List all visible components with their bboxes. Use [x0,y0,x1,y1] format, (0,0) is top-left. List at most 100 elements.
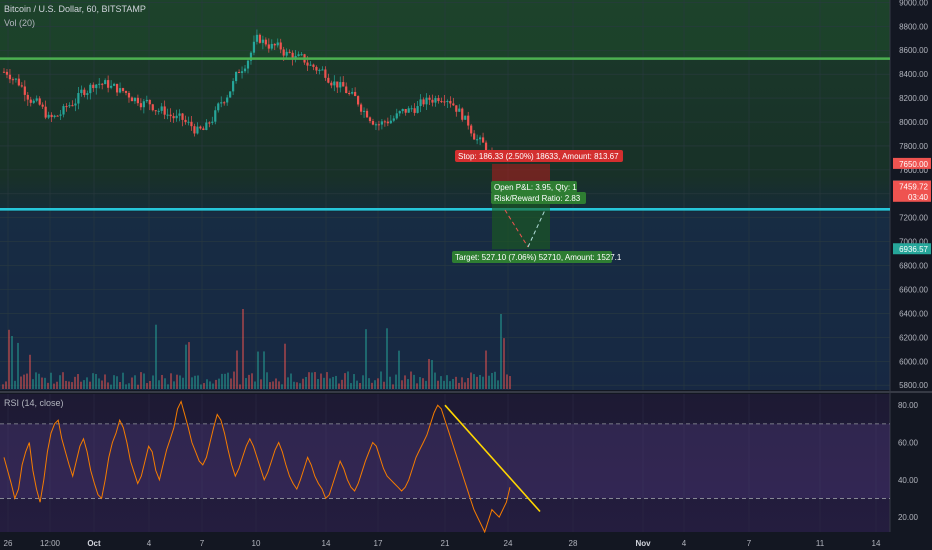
volume-bar [473,374,475,389]
candle-body [258,34,262,43]
volume-bar [374,380,376,389]
projection-down [504,209,529,248]
volume-bar [467,377,469,389]
volume-bar [278,381,280,389]
candle-body [196,126,199,134]
volume-bar [365,329,367,389]
candle-body [342,82,345,87]
candle-body [273,43,276,46]
volume-bar [113,375,115,389]
target-label-bg [452,251,612,263]
time-tick-label: 10 [252,539,261,548]
candle-body [8,74,12,80]
volume-bar [212,383,214,389]
volume-bar [230,378,232,389]
time-axis[interactable]: 26 12:00 Oct 4 7 10 14 17 21 24 28 Nov 4 7 11 14 [0,533,932,550]
volume-bar [23,374,25,389]
volume-bar [95,374,97,389]
volume-bar [497,380,499,389]
candle-body [315,66,318,71]
volume-bar [323,377,325,389]
volume-bar [410,371,412,389]
candle-body [83,89,86,95]
volume-bar [269,382,271,389]
candle-body [101,83,104,85]
horizontal-levels[interactable] [0,57,890,211]
short-position-tool[interactable]: Stop: 186.33 (2.50%) 18633, Amount: 813.… [452,150,623,263]
candle-body [172,116,175,119]
candle-body [386,121,389,124]
candle-body [17,78,20,86]
candle-body [232,81,235,92]
volume-bar [20,376,22,389]
price-label-bg [893,157,931,169]
time-tick-label: Oct [87,539,101,548]
candle-body [276,42,279,46]
candle-body [452,103,455,106]
volume-bar [71,382,73,389]
volume-bar [41,377,43,389]
open-pnl-label: Open P&L: 3.95, Qty: 1 [494,183,577,192]
candle-body [255,34,259,42]
volume-bar [302,378,304,389]
candle-body [107,80,110,88]
volume-bar [299,383,301,389]
volume-bar [98,378,100,389]
volume-bar [281,384,283,389]
volume-bar [62,372,64,389]
time-tick-label: 21 [441,539,450,548]
price-tick-label: 7200.00 [899,214,928,223]
volume-bar [431,359,433,389]
candle-body [112,83,116,86]
volume-bar [284,343,286,389]
candle-body [476,139,479,141]
volume-bar [314,372,316,389]
volume-bar [491,372,493,389]
rsi-tick-label: 40.00 [898,476,919,485]
volume-bar [122,372,124,389]
volume-bar [92,373,94,389]
volume-bar [380,371,382,389]
candle-body [374,124,378,126]
stop-zone [492,163,550,187]
candle-body [282,49,285,56]
candle-body [309,64,312,66]
rsi-axis[interactable]: 80.00 60.00 40.00 20.00 [898,401,919,522]
candle-body [359,104,363,112]
volume-bar [458,382,460,389]
candle-body [312,64,315,67]
candle-body [437,98,440,102]
volume-bar [353,374,355,389]
volume-bar [245,378,247,389]
volume-bar [482,376,484,389]
candle-body [431,99,434,103]
volume-bar [215,379,217,389]
volume-bar [317,378,319,389]
volume-bar [8,329,10,389]
candle-body [166,114,169,116]
price-tick-label: 6400.00 [899,309,928,318]
candle-body [223,102,226,104]
candle-body [291,52,294,60]
candlestick-series [2,29,494,159]
risk-reward-label: Risk/Reward Ratio: 2.83 [494,194,581,203]
time-tick-label: 24 [504,539,513,548]
volume-bar [287,377,289,389]
candle-body [264,39,267,45]
volume-bar [35,372,37,389]
time-tick-label: 7 [200,539,205,548]
candle-body [261,39,264,43]
candle-body [288,51,291,53]
candle-body [89,84,92,94]
stop-label-bg [455,150,623,162]
volume-bar [338,383,340,389]
volume-bar [14,380,16,389]
volume-bar [275,378,277,389]
candle-body [169,114,172,117]
volume-bar [179,375,181,389]
candle-body [26,94,29,100]
volume-bar [140,372,142,389]
candle-body [419,99,422,107]
candle-body [190,121,193,127]
